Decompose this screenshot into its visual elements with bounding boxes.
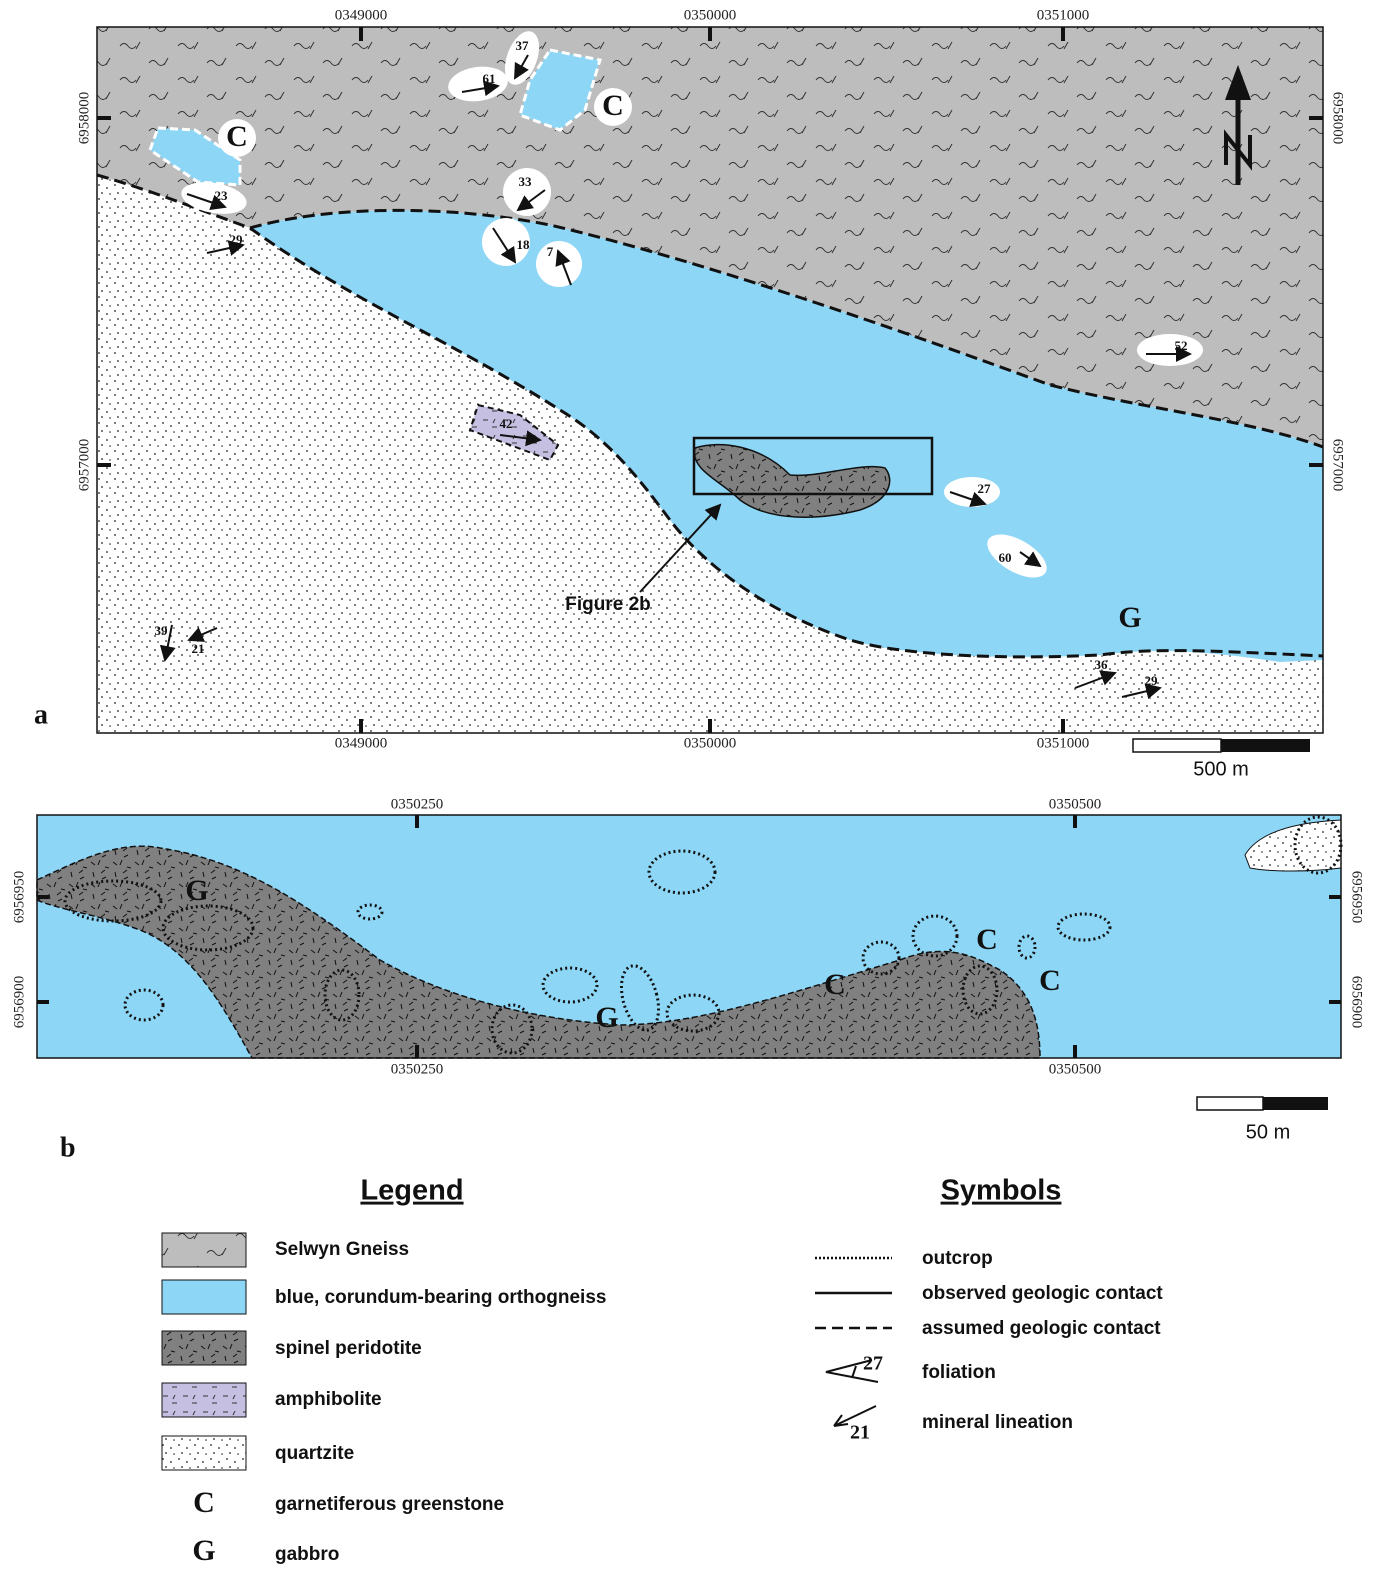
attitude-label: 23 [215, 188, 229, 203]
label: C [824, 968, 846, 1001]
label: mineral lineation [922, 1412, 1073, 1433]
attitude-label: 60 [999, 550, 1012, 565]
label: 0350250 [391, 1061, 444, 1077]
label: G [192, 1534, 215, 1567]
label: Selwyn Gneiss [275, 1239, 409, 1260]
attitude-label: 29 [230, 232, 244, 247]
attitude-label: 36 [1095, 657, 1109, 672]
label: 6956950 [11, 871, 27, 924]
label: 0350000 [684, 735, 737, 751]
label: assumed geologic contact [922, 1318, 1161, 1339]
map-shape [162, 1383, 246, 1417]
label: C [1039, 964, 1061, 997]
label: 0350000 [684, 7, 737, 23]
attitude-label: 7 [547, 244, 554, 259]
group: 37 61 23 29 33 18 7 52 42 27 60 39 21 36 29 0349000 03… [34, 7, 1346, 780]
label: 6957000 [76, 439, 92, 492]
map-shape [162, 1233, 246, 1267]
map-shape [1197, 1097, 1263, 1110]
label: outcrop [922, 1248, 993, 1269]
attitude-label: 61 [483, 71, 496, 86]
label: 500 m [1193, 758, 1249, 780]
attitude-label: 39 [155, 623, 169, 638]
label: C [193, 1486, 215, 1519]
label: 50 m [1246, 1121, 1290, 1143]
label: G [185, 874, 208, 907]
label: 0350500 [1049, 1061, 1102, 1077]
label: gabbro [275, 1544, 339, 1565]
label: 0351000 [1037, 7, 1090, 23]
map-shape [1133, 739, 1221, 752]
label: 6956900 [1349, 976, 1365, 1029]
label: observed geologic contact [922, 1283, 1163, 1304]
label: b [60, 1132, 76, 1163]
map-shape [1263, 1097, 1328, 1110]
attitude-label: 52 [1175, 338, 1188, 353]
label: 0349000 [335, 735, 388, 751]
label: G [595, 1001, 618, 1034]
outcrop-ellipse [536, 241, 582, 287]
label: 0350500 [1049, 796, 1102, 812]
attitude-label: 18 [517, 237, 531, 252]
label: 0349000 [335, 7, 388, 23]
label: Figure 2b [565, 594, 651, 615]
attitude-label: 27 [978, 481, 992, 496]
attitude-label: 37 [516, 38, 530, 53]
label: quartzite [275, 1443, 354, 1464]
attitude-label: 33 [519, 174, 533, 189]
label: blue, corundum-bearing orthogneiss [275, 1287, 606, 1308]
label: 0350250 [391, 796, 444, 812]
label: C [976, 923, 998, 956]
label: amphibolite [275, 1389, 382, 1410]
label: 6957000 [1330, 439, 1346, 492]
map-shape [162, 1331, 246, 1365]
label: Legend [360, 1175, 463, 1207]
label: Symbols [941, 1175, 1062, 1207]
label: foliation [922, 1362, 996, 1383]
label: a [34, 699, 48, 730]
map-shape [1221, 739, 1310, 752]
outcrop-ellipse [1137, 334, 1203, 366]
label: C [226, 120, 248, 153]
label: 6958000 [1330, 92, 1346, 145]
label: garnetiferous greenstone [275, 1494, 504, 1515]
label: 27 [863, 1353, 883, 1375]
figure: 37 61 23 29 33 18 7 52 42 27 60 39 21 36 29 0349000 03… [0, 0, 1390, 1589]
map-shape [162, 1436, 246, 1470]
attitude-label: 42 [500, 416, 513, 431]
label: 6956950 [1349, 871, 1365, 924]
group: Legend Selwyn Gneiss blue, corundum-bear… [162, 1175, 1163, 1567]
label: 6956900 [11, 976, 27, 1029]
label: C [602, 89, 624, 122]
label: 0351000 [1037, 735, 1090, 751]
label: spinel peridotite [275, 1338, 422, 1359]
map-shape [162, 1280, 246, 1314]
label: G [1118, 601, 1141, 634]
label: 6958000 [76, 92, 92, 145]
group: 0350250 0350500 0350250 0350500 6956950 … [11, 796, 1364, 1163]
attitude-label: 21 [192, 641, 205, 656]
attitude-label: 29 [1145, 673, 1159, 688]
label: 21 [850, 1422, 870, 1444]
